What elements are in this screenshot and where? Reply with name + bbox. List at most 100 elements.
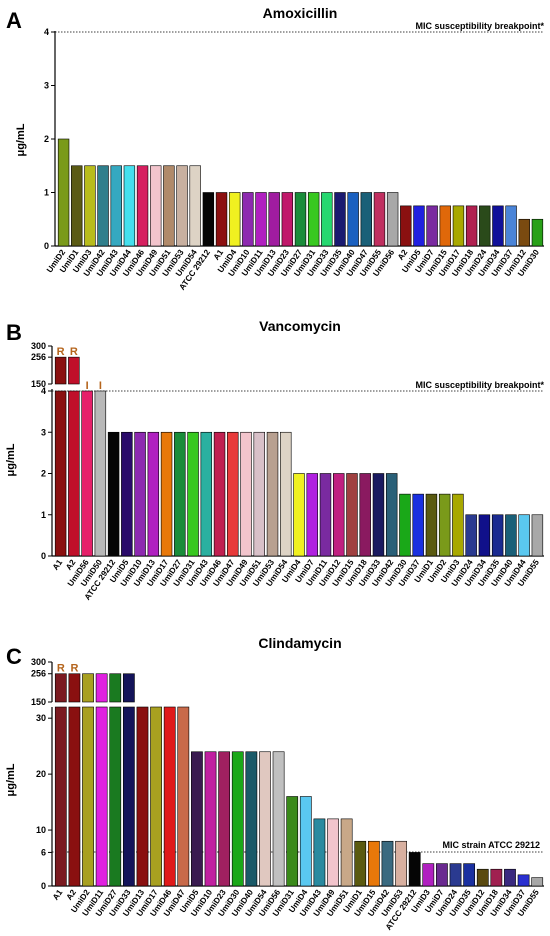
bar bbox=[306, 473, 318, 557]
bar bbox=[266, 431, 279, 557]
bar bbox=[465, 205, 478, 247]
panel-c-clindamycin: C Clindamycin MIC strain ATCC 29212 μg/m… bbox=[5, 635, 544, 932]
y-tick-label: 3 bbox=[41, 427, 46, 437]
y-tick-label: 1 bbox=[41, 510, 46, 520]
bar bbox=[395, 840, 407, 887]
panel-a-label: A bbox=[6, 8, 22, 33]
y-tick-label: 6 bbox=[41, 847, 46, 857]
bar-segment-upper bbox=[122, 673, 135, 703]
bar bbox=[531, 877, 544, 887]
bar bbox=[163, 706, 176, 887]
y-tick-label: 4 bbox=[44, 27, 49, 37]
y-tick-label: 0 bbox=[41, 881, 46, 891]
bar bbox=[54, 706, 67, 887]
bar bbox=[97, 165, 109, 247]
bar bbox=[272, 751, 285, 887]
bar bbox=[123, 165, 136, 247]
bar bbox=[187, 431, 199, 557]
bar bbox=[492, 205, 504, 247]
bar bbox=[82, 706, 94, 887]
bar bbox=[518, 514, 530, 557]
bar bbox=[204, 751, 217, 887]
y-tick-label: 10 bbox=[36, 825, 46, 835]
y-tick-label-upper: 256 bbox=[31, 352, 46, 362]
panel-a-breakpoint-label: MIC susceptibility breakpoint* bbox=[415, 21, 544, 31]
bar bbox=[227, 431, 239, 557]
bar bbox=[110, 165, 122, 247]
bar bbox=[281, 192, 294, 247]
bar bbox=[438, 493, 451, 557]
bar bbox=[400, 205, 412, 247]
bar bbox=[280, 431, 292, 557]
panel-b-label: B bbox=[6, 320, 22, 345]
bar bbox=[465, 514, 477, 557]
bar bbox=[531, 218, 544, 247]
bar bbox=[372, 473, 385, 557]
bar bbox=[240, 431, 252, 557]
bar bbox=[452, 205, 465, 247]
bar bbox=[174, 431, 186, 557]
bar bbox=[268, 192, 280, 247]
bar bbox=[517, 874, 530, 887]
bar bbox=[84, 165, 96, 247]
bar bbox=[95, 706, 108, 887]
panel-c-title: Clindamycin bbox=[258, 635, 341, 651]
bar bbox=[286, 796, 299, 887]
bar bbox=[518, 218, 530, 247]
bar bbox=[176, 165, 188, 247]
bar bbox=[439, 205, 451, 247]
bar bbox=[385, 473, 398, 557]
bar bbox=[147, 431, 160, 557]
bar bbox=[313, 818, 326, 887]
bar bbox=[332, 473, 345, 557]
bar bbox=[359, 473, 371, 557]
bar-segment-upper bbox=[68, 673, 81, 703]
bar bbox=[253, 431, 266, 557]
panel-a-ylabel: μg/mL bbox=[15, 123, 27, 156]
resistance-annotation: I bbox=[86, 380, 89, 392]
bar bbox=[373, 192, 386, 247]
y-tick-label: 2 bbox=[41, 469, 46, 479]
bar bbox=[299, 796, 312, 887]
bar-segment-upper bbox=[54, 356, 67, 385]
bar bbox=[134, 431, 146, 557]
bar bbox=[321, 192, 333, 247]
bar bbox=[68, 706, 81, 887]
bar bbox=[360, 192, 373, 247]
bar bbox=[490, 868, 503, 887]
bar bbox=[136, 165, 149, 247]
panel-c-label: C bbox=[6, 644, 22, 669]
panel-c-ylabel: μg/mL bbox=[5, 763, 17, 796]
bar bbox=[327, 818, 339, 887]
panel-b-breakpoint-label: MIC susceptibility breakpoint* bbox=[415, 380, 544, 390]
panel-b-title: Vancomycin bbox=[259, 318, 341, 334]
y-tick-label: 20 bbox=[36, 769, 46, 779]
bar bbox=[150, 165, 162, 247]
y-tick-label: 0 bbox=[44, 241, 49, 251]
panel-c-breakpoint-label: MIC strain ATCC 29212 bbox=[442, 840, 540, 850]
resistance-annotation: R bbox=[70, 346, 78, 358]
bar bbox=[94, 390, 107, 557]
resistance-annotation: I bbox=[99, 380, 102, 392]
bar bbox=[478, 514, 491, 557]
bar bbox=[215, 192, 228, 247]
bar bbox=[340, 818, 353, 887]
bar bbox=[228, 192, 241, 247]
bar bbox=[255, 192, 267, 247]
panel-a-title: Amoxicillin bbox=[263, 5, 338, 21]
bar-segment-upper bbox=[68, 356, 80, 385]
y-tick-label-upper: 150 bbox=[31, 379, 46, 389]
y-tick-label-upper: 256 bbox=[31, 669, 46, 679]
bar bbox=[436, 863, 448, 887]
bar bbox=[189, 165, 201, 247]
bar bbox=[452, 493, 464, 557]
bar bbox=[71, 165, 83, 247]
bar bbox=[463, 863, 476, 887]
bar bbox=[531, 514, 544, 557]
y-tick-label-upper: 150 bbox=[31, 697, 46, 707]
y-tick-label: 2 bbox=[44, 134, 49, 144]
bar-segment-upper bbox=[109, 673, 122, 703]
x-tick-label: A1 bbox=[51, 558, 65, 572]
panel-a-amoxicillin: A Amoxicillin MIC susceptibility breakpo… bbox=[6, 5, 544, 292]
bar bbox=[425, 493, 438, 557]
